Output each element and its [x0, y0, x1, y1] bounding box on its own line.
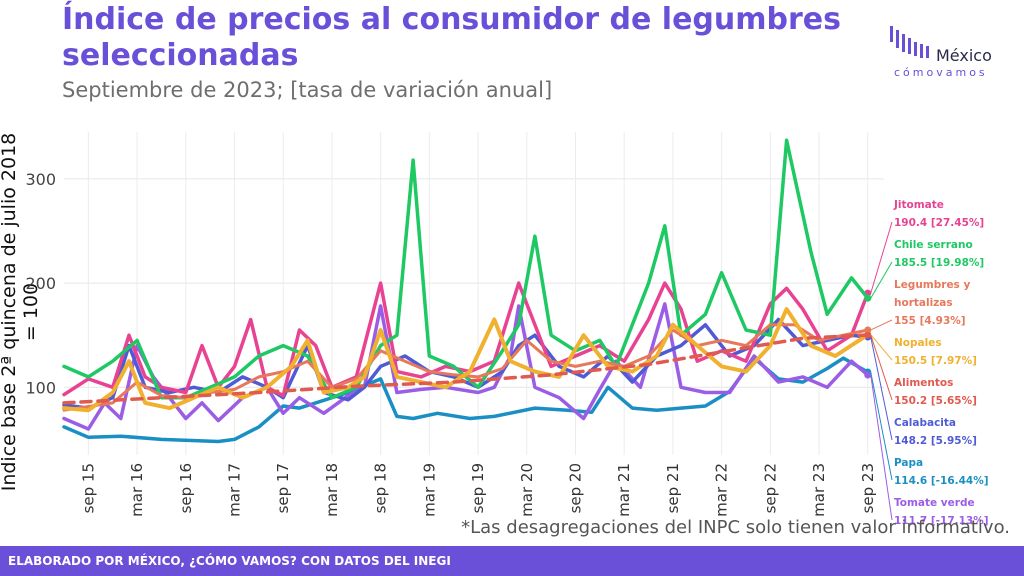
- x-tick-label: mar 18: [323, 463, 341, 517]
- x-tick-label: sep 21: [664, 463, 682, 513]
- x-tick-label: mar 19: [420, 463, 438, 517]
- x-tick-label: mar 22: [713, 463, 731, 517]
- end-label-name: Alimentos: [894, 377, 953, 389]
- end-label-value: 150.2 [5.65%]: [894, 395, 977, 407]
- series-line-chile-serrano: [62, 138, 870, 400]
- x-tick-label: mar 16: [128, 463, 146, 517]
- x-tick-label: mar 21: [615, 463, 633, 517]
- x-tick-label: sep 17: [274, 463, 292, 513]
- x-tick-label: sep 22: [761, 463, 779, 513]
- end-label-value: 185.5 [19.98%]: [894, 257, 984, 269]
- end-label-name: Nopales: [894, 337, 942, 349]
- end-label-leader: [870, 261, 893, 299]
- end-label-leader: [870, 334, 893, 361]
- end-label-leader: [870, 371, 893, 481]
- end-label-leader: [870, 334, 893, 401]
- end-label-name: Tomate verde: [894, 497, 975, 509]
- end-label-name: Papa: [894, 457, 923, 469]
- series-end-point: [864, 294, 872, 302]
- series-line-jitomate: [62, 281, 870, 398]
- end-label-name: hortalizas: [894, 297, 953, 309]
- end-label-value: 150.5 [7.97%]: [894, 355, 977, 367]
- x-tick-label: mar 17: [225, 463, 243, 517]
- end-label-leader: [870, 375, 893, 521]
- end-label-value: 148.2 [5.95%]: [894, 435, 977, 447]
- end-label-leader: [870, 336, 893, 441]
- end-label-leader: [870, 221, 893, 294]
- footnote: *Las desagregaciones del INPC solo tiene…: [461, 517, 1010, 538]
- y-tick-label: 100: [25, 378, 56, 397]
- footer-bar: ELABORADO POR MÉXICO, ¿CÓMO VAMOS? CON D…: [0, 546, 1024, 576]
- footer-credit: ELABORADO POR MÉXICO, ¿CÓMO VAMOS? CON D…: [8, 554, 451, 568]
- x-tick-label: sep 16: [177, 463, 195, 513]
- mexico-como-vamos-logo: [890, 26, 929, 58]
- x-tick-label: sep 23: [859, 463, 877, 513]
- end-label-name: Calabacita: [894, 417, 956, 429]
- x-tick-label: sep 19: [469, 463, 487, 513]
- chart-title: Índice de precios al consumidor de legum…: [62, 2, 841, 73]
- end-label-name: Chile serrano: [894, 239, 973, 251]
- x-tick-label: mar 20: [518, 463, 536, 517]
- end-label-value: 190.4 [27.45%]: [894, 217, 984, 229]
- x-tick-label: sep 18: [372, 463, 390, 513]
- series-lines: [62, 138, 872, 444]
- x-tick-label: sep 20: [566, 463, 584, 513]
- x-tick-labels: sep 15 mar 16 sep 16 mar 17 sep 17 mar 18 sep …: [79, 463, 876, 517]
- series-end-point: [864, 371, 872, 379]
- end-label-value: 155 [4.93%]: [894, 315, 966, 327]
- series-end-point: [864, 331, 872, 339]
- y-tick-labels: 100 200 300: [25, 170, 56, 397]
- series-line-nopales: [62, 307, 870, 413]
- series-line-tomate-verde: [62, 302, 870, 431]
- chart-subtitle: Septiembre de 2023; [tasa de variación a…: [62, 78, 553, 102]
- logo-text-mexico: México: [936, 46, 992, 65]
- chart-grid: [64, 132, 884, 455]
- series-line-legumbres-y-hortalizas: [62, 323, 870, 412]
- end-label-value: 111.7 [-17.13%]: [894, 515, 989, 527]
- y-tick-label: 200: [25, 274, 56, 293]
- logo-text-como-vamos: cómovamos: [894, 66, 988, 79]
- end-label-leader: [870, 319, 893, 331]
- x-tick-label: mar 23: [810, 463, 828, 517]
- end-label-name: Legumbres y: [894, 279, 970, 291]
- x-tick-label: sep 15: [79, 463, 97, 513]
- series-line-alimentos: [62, 333, 870, 405]
- end-label-value: 114.6 [-16.44%]: [894, 475, 989, 487]
- y-tick-label: 300: [25, 170, 56, 189]
- end-labels: Jitomate 190.4 [27.45%] Chile serrano 185.5…: [870, 199, 989, 527]
- line-chart: 100 200 300 sep 15 mar 16 sep 16 mar 17 sep 17…: [25, 132, 989, 527]
- end-label-name: Jitomate: [893, 199, 944, 211]
